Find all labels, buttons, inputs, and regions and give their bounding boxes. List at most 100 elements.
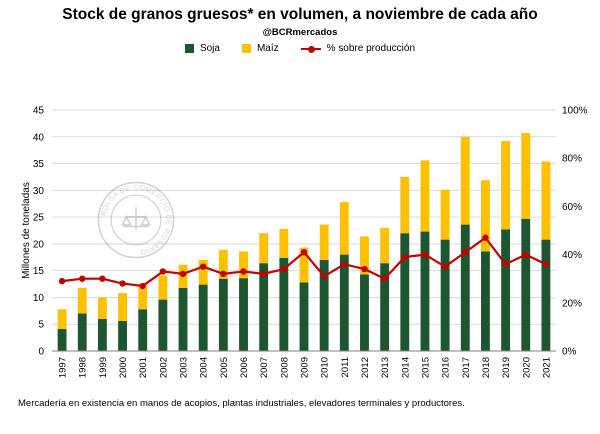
bar-soja — [360, 274, 369, 351]
y-tick-label: 45 — [33, 106, 45, 117]
y-tick-label: 5 — [38, 320, 44, 331]
x-tick-label: 1997 — [58, 357, 69, 378]
y-axis-label: Millones de toneladas — [21, 182, 32, 279]
grid-lines — [52, 109, 556, 325]
legend-item-maiz: Maíz — [241, 43, 279, 54]
bar-soja — [178, 287, 188, 351]
legend-item-pct: % sobre producción — [300, 43, 416, 54]
bar-maiz — [339, 202, 349, 255]
bar-soja — [400, 233, 410, 351]
x-tick-label: 2003 — [179, 357, 190, 378]
chart-subtitle: @BCRmercados — [262, 27, 338, 38]
bar-maiz — [57, 309, 67, 330]
bar-maiz — [299, 247, 309, 283]
chart-title: Stock de granos gruesos* en volumen, a n… — [62, 6, 538, 23]
bar-soja — [380, 263, 390, 351]
bar-maiz — [521, 133, 531, 219]
bar-maiz — [380, 227, 390, 264]
bar-maiz — [97, 297, 107, 319]
y-tick-label: 10 — [33, 293, 45, 304]
bar-soja — [440, 239, 450, 351]
bar-soja — [339, 254, 349, 351]
bar-maiz — [400, 176, 410, 234]
x-tick-label: 2006 — [239, 357, 250, 378]
x-tick-label: 2012 — [360, 357, 371, 378]
bars — [57, 133, 551, 351]
bar-soja — [218, 278, 228, 351]
y-tick-label: 40 — [33, 132, 45, 143]
pct-point — [320, 273, 328, 280]
pct-point — [99, 275, 106, 282]
pct-point — [79, 275, 86, 282]
pct-point — [482, 234, 489, 241]
pct-point — [58, 277, 66, 285]
y-tick-label: 25 — [33, 213, 45, 224]
bar-maiz — [279, 228, 289, 258]
y2-tick-label: 60% — [562, 202, 582, 213]
bar-maiz — [541, 161, 551, 240]
bar-soja — [77, 313, 87, 351]
x-tick-label: 2016 — [441, 357, 452, 378]
bar-soja — [541, 239, 551, 351]
legend-label-pct: % sobre producción — [326, 43, 416, 54]
pct-point — [179, 270, 187, 278]
bar-maiz — [360, 236, 369, 275]
bar-maiz — [198, 259, 208, 285]
x-tick-label: 2017 — [461, 357, 472, 378]
x-tick-label: 2015 — [420, 357, 431, 378]
watermark-seal-icon: BOLSA DE COMERCIO DE ROSARIO — [97, 181, 175, 259]
legend-label-soja: Soja — [199, 43, 220, 54]
bar-soja — [57, 329, 67, 351]
pct-point — [421, 251, 429, 258]
y2-tick-label: 20% — [562, 298, 582, 309]
bar-maiz — [481, 180, 490, 252]
pct-point — [240, 268, 247, 275]
pct-point — [200, 263, 207, 270]
x-tick-label: 2000 — [118, 357, 129, 378]
pct-point — [260, 270, 267, 278]
bar-soja — [239, 278, 248, 351]
y-tick-label: 0 — [38, 347, 44, 358]
bar-maiz — [319, 224, 329, 260]
bar-soja — [259, 263, 269, 351]
bar-soja — [420, 231, 430, 351]
bar-maiz — [440, 189, 450, 240]
pct-point — [119, 280, 126, 287]
x-tick-label: 1999 — [98, 357, 109, 378]
pct-point — [542, 261, 550, 268]
pct-point — [280, 265, 288, 273]
x-tick-label: 2008 — [279, 357, 290, 378]
pct-point — [401, 253, 408, 261]
bar-maiz — [259, 233, 269, 264]
y-tick-label: 35 — [33, 159, 45, 170]
pct-point — [361, 265, 368, 273]
bar-soja — [501, 229, 511, 351]
y2-tick-label: 80% — [562, 154, 582, 165]
bar-soja — [460, 224, 470, 351]
y2-tick-label: 40% — [562, 250, 582, 261]
x-tick-label: 2020 — [521, 357, 532, 378]
pct-point — [522, 251, 529, 258]
pct-point — [381, 275, 388, 282]
pct-point — [139, 282, 146, 290]
x-tick-label: 2004 — [199, 357, 210, 378]
legend-label-maiz: Maíz — [256, 43, 279, 54]
bar-soja — [97, 318, 107, 351]
x-tick-label: 2014 — [400, 357, 411, 378]
bar-soja — [521, 218, 531, 351]
bar-maiz — [158, 275, 168, 300]
y-tick-label: 20 — [33, 239, 45, 250]
legend: Soja Maíz % sobre producción — [0, 43, 600, 54]
pct-point — [462, 248, 469, 256]
bar-maiz — [118, 293, 127, 322]
pct-point — [502, 261, 509, 268]
chart-footnote: Mercadería en existencia en manos de aco… — [18, 398, 465, 409]
pct-point — [441, 263, 449, 270]
pct-point — [341, 261, 348, 268]
x-tick-label: 2010 — [320, 357, 331, 378]
percentage-line — [58, 234, 550, 290]
bar-soja — [138, 309, 148, 351]
bar-soja — [299, 282, 309, 351]
pct-point — [220, 270, 227, 278]
